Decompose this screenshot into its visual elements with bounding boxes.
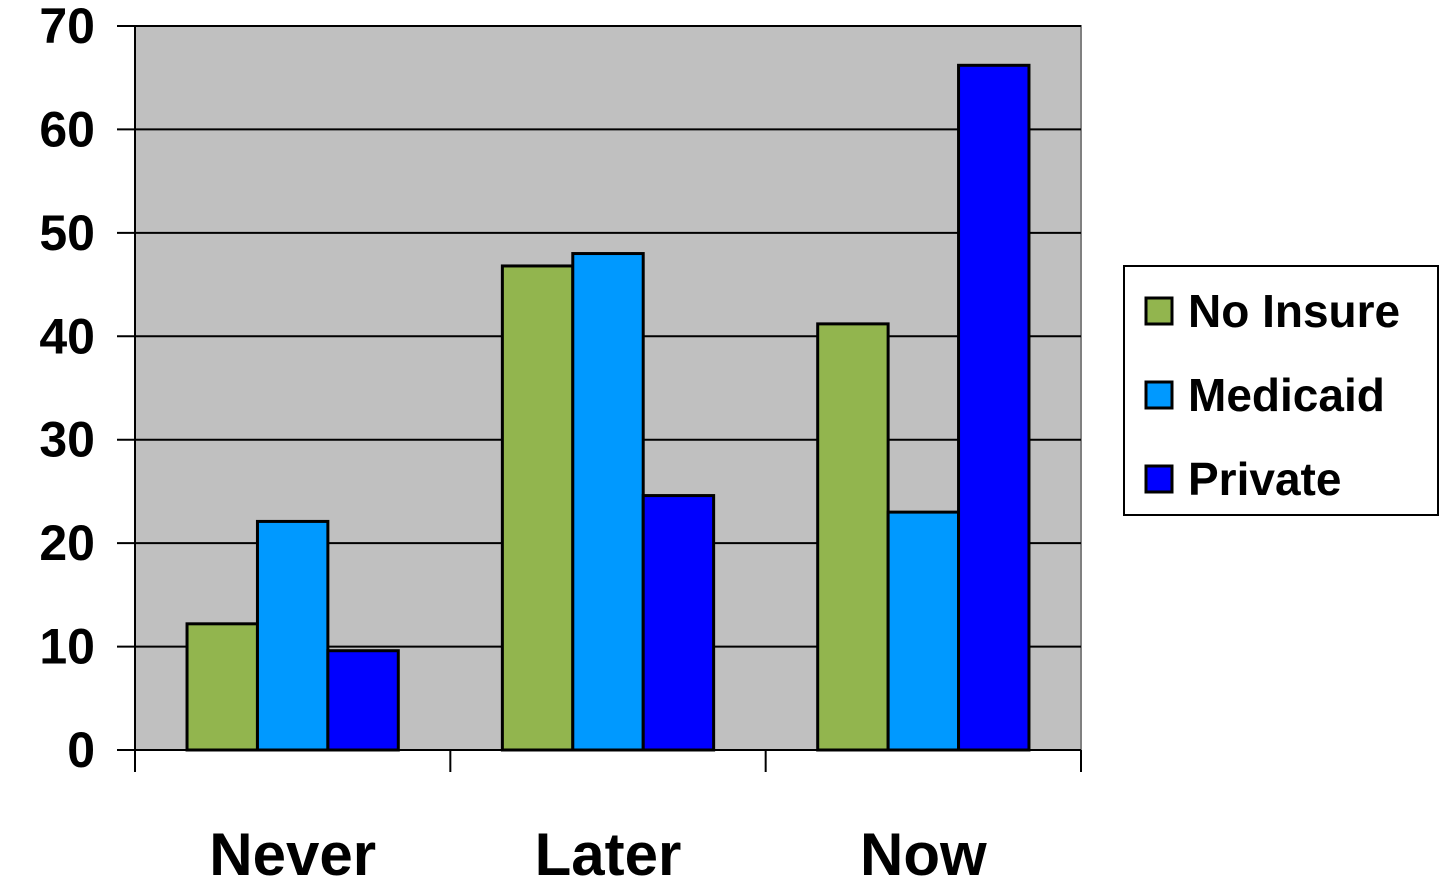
y-tick-label-0: 0: [67, 722, 95, 778]
y-tick-label-20: 20: [39, 515, 95, 571]
legend-items: No Insure Medicaid Private: [1144, 285, 1400, 505]
legend-label-no-insure: No Insure: [1188, 285, 1400, 337]
bar-no-insure-now: [816, 322, 890, 752]
bar-medicaid-later: [571, 252, 645, 752]
legend-swatch-no-insure: [1144, 296, 1174, 326]
bar-no-insure-never: [185, 622, 259, 752]
bar-medicaid-now: [886, 510, 961, 752]
y-tick-label-60: 60: [39, 101, 95, 157]
bar-private-now: [957, 63, 1031, 752]
x-tick-label-later: Later: [535, 821, 682, 881]
axes: [134, 26, 1082, 772]
y-tick-label-70: 70: [39, 0, 95, 54]
y-tick-label-40: 40: [39, 308, 95, 364]
bar-private-never: [326, 649, 400, 752]
y-tick-label-30: 30: [39, 412, 95, 468]
y-tick-label-50: 50: [39, 205, 95, 261]
x-axis-ticks: Never Later Now: [209, 821, 987, 881]
legend-swatch-private: [1144, 464, 1174, 494]
legend: No Insure Medicaid Private: [1123, 265, 1439, 516]
bar-private-later: [641, 494, 716, 752]
bars: [185, 63, 1031, 752]
legend-box: [1123, 265, 1439, 516]
legend-label-medicaid: Medicaid: [1188, 369, 1385, 421]
x-tick-label-never: Never: [209, 821, 376, 881]
legend-label-private: Private: [1188, 453, 1341, 505]
bar-medicaid-never: [255, 519, 330, 752]
y-axis-ticks: 0 10 20 30 40 50 60 70: [39, 0, 135, 778]
x-tick-label-now: Now: [860, 821, 987, 881]
legend-swatch-medicaid: [1144, 380, 1174, 410]
y-tick-label-10: 10: [39, 619, 95, 675]
bar-no-insure-later: [500, 264, 575, 752]
